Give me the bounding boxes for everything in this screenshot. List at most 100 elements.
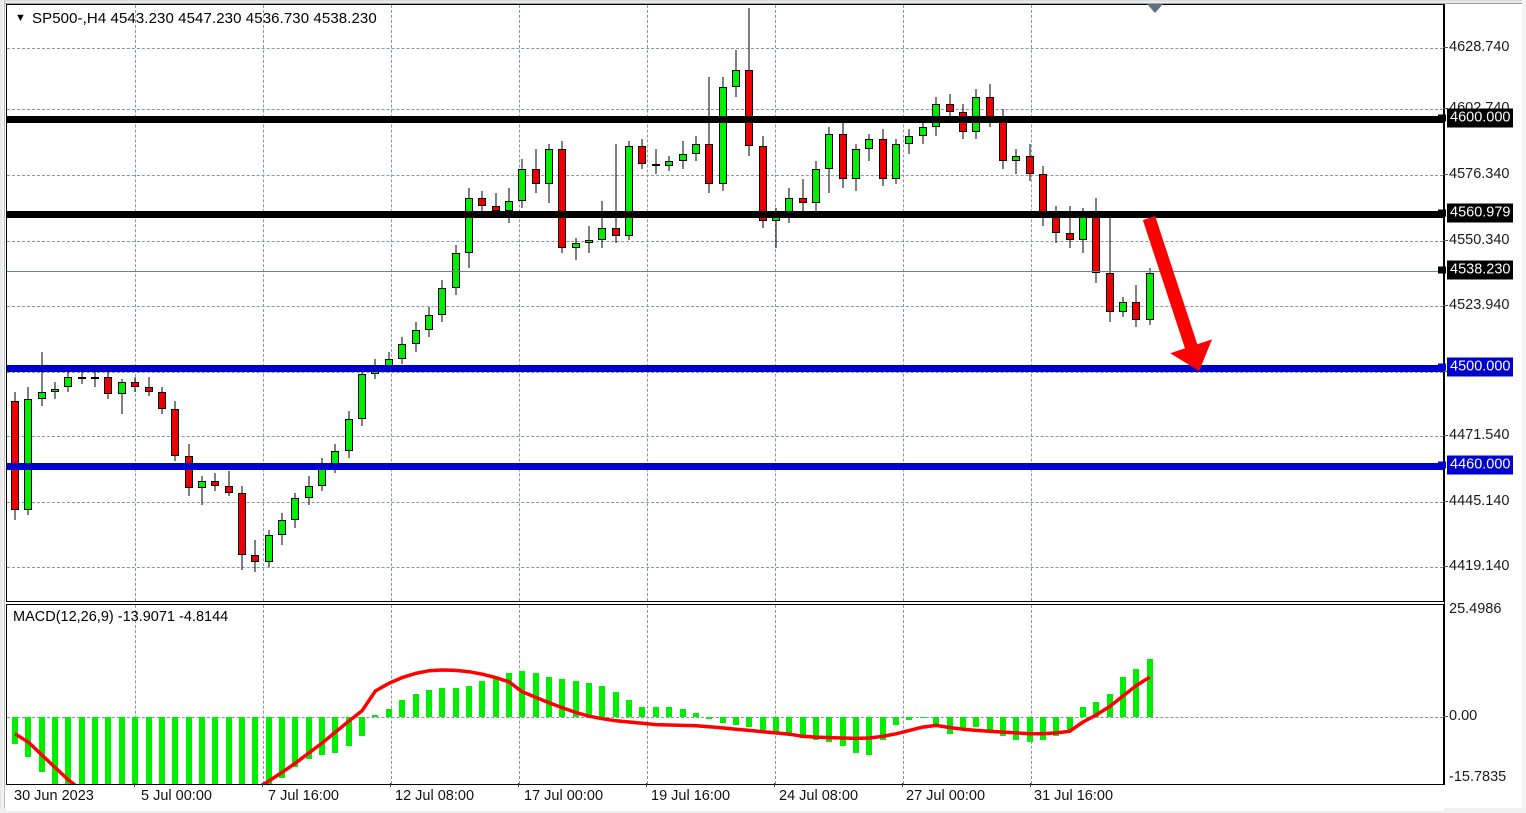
time-gridline [775,605,776,784]
candle-body-bearish [491,205,500,211]
candlestick [785,5,794,601]
candlestick [11,5,19,601]
macd-histogram-bar [719,717,726,724]
candlestick [157,5,166,601]
macd-histogram-bar [1013,717,1020,741]
tick-dash [1443,716,1448,717]
macd-histogram-bar [626,700,633,717]
price-axis-tick: 4419.140 [1443,558,1509,574]
time-gridline [135,605,136,784]
candlestick [771,5,780,601]
time-gridline [903,605,904,784]
candle-body-bullish [731,69,740,87]
candle-wick [148,376,149,397]
resistance-level-line[interactable] [7,116,1443,123]
candlestick [384,5,393,601]
candle-body-bullish [825,134,834,169]
candlestick [77,5,86,601]
time-gridline [135,5,136,601]
candle-body-bearish [998,119,1007,162]
price-level-tag-black[interactable]: 4538.230 [1447,260,1514,280]
candlestick [731,5,740,601]
macd-histogram-bar [639,706,646,717]
macd-histogram-bar [292,717,299,768]
candle-wick [615,143,617,243]
candlestick [91,5,100,601]
candlestick [358,5,367,601]
macd-histogram-bar [38,717,45,772]
macd-histogram-bar [145,717,152,784]
macd-histogram-bar [732,717,739,726]
candle-body-bearish [1065,233,1074,241]
time-axis-tick: 24 Jul 08:00 [779,788,859,804]
support-level-line[interactable] [7,365,1443,372]
candlestick [905,5,914,601]
candle-body-bullish [24,398,33,511]
time-axis-tick: 27 Jul 00:00 [906,788,986,804]
macd-histogram-bar [1026,717,1033,743]
price-gridline [7,436,1443,437]
support-level-line[interactable] [7,463,1443,470]
candlestick [865,5,874,601]
candle-body-bearish [237,493,246,555]
candlestick [585,5,594,601]
macd-histogram-bar [425,689,432,717]
time-gridline [263,5,264,601]
price-axis[interactable]: 4628.7404602.7404576.3404550.3404523.940… [1438,4,1522,785]
macd-histogram-bar [319,717,326,755]
candlestick [344,5,353,601]
price-level-tag-blue[interactable]: 4460.000 [1447,455,1514,475]
price-chart-panel[interactable]: ▼ SP500-,H4 4543.230 4547.230 4536.730 45… [6,4,1444,602]
price-level-tag-black[interactable]: 4600.000 [1447,108,1514,128]
candlestick [945,5,954,601]
macd-histogram-bar [345,717,352,747]
price-plot-area[interactable] [7,5,1443,601]
macd-indicator-panel[interactable]: MACD(12,26,9) -13.9071 -4.8144 [6,604,1444,785]
candlestick [651,5,660,601]
price-level-tag-blue[interactable]: 4500.000 [1447,357,1514,377]
macd-histogram-bar [78,717,85,784]
candlestick [1092,5,1101,601]
macd-histogram-bar [772,717,779,732]
candle-body-bearish [651,163,660,167]
macd-histogram-bar [332,717,339,753]
price-level-tag-black[interactable]: 4560.979 [1447,203,1514,223]
candle-body-bullish [892,143,901,179]
candle-body-bullish [451,252,460,288]
candle-body-bearish [104,376,113,394]
candlestick [237,5,246,601]
candle-body-bullish [545,148,553,184]
macd-histogram-bar [799,717,806,738]
candle-body-bullish [625,146,634,236]
candlestick [665,5,674,601]
time-axis-tick: 31 Jul 16:00 [1034,788,1114,804]
candlestick [318,5,327,601]
macd-histogram-bar [1146,658,1153,717]
macd-histogram-bar [305,717,312,759]
candlestick [1012,5,1021,601]
candlestick [131,5,140,601]
time-axis-notch [774,783,775,787]
window-top-frame [0,0,1526,4]
macd-histogram-bar [599,685,606,717]
candlestick [705,5,714,601]
candle-body-bullish [51,389,60,392]
collapse-triangle-icon[interactable]: ▼ [15,12,26,24]
time-axis[interactable]: 30 Jun 2023 5 Jul 00:00 7 Jul 16:00 12 Jul … [6,783,1444,811]
candlestick [424,5,433,601]
macd-histogram-bar [359,717,366,736]
macd-plot-area[interactable] [7,605,1443,784]
price-gridline [7,306,1443,307]
resistance-level-line[interactable] [7,211,1443,218]
time-axis-notch [1030,783,1031,787]
price-level-notch [1438,114,1446,122]
macd-header-label: MACD(12,26,9) -13.9071 -4.8144 [13,609,229,625]
macd-histogram-bar [439,687,446,717]
time-axis-notch [518,783,519,787]
candle-body-bullish [304,485,313,498]
candle-body-bearish [798,198,807,204]
candle-wick [94,371,96,387]
candlestick [812,5,820,601]
candlestick [451,5,460,601]
candle-body-bullish [117,381,126,394]
